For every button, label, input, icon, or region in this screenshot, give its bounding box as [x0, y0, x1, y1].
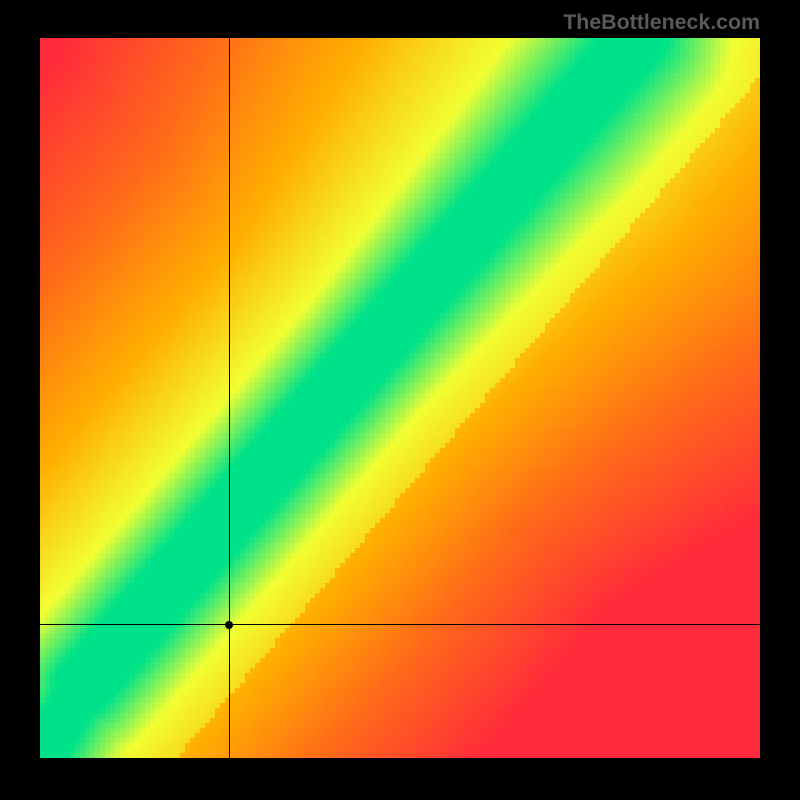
crosshair-horizontal — [40, 624, 760, 625]
chart-container: TheBottleneck.com — [0, 0, 800, 800]
bottleneck-heatmap — [40, 38, 760, 758]
crosshair-vertical — [229, 38, 230, 758]
watermark-text: TheBottleneck.com — [563, 10, 760, 35]
